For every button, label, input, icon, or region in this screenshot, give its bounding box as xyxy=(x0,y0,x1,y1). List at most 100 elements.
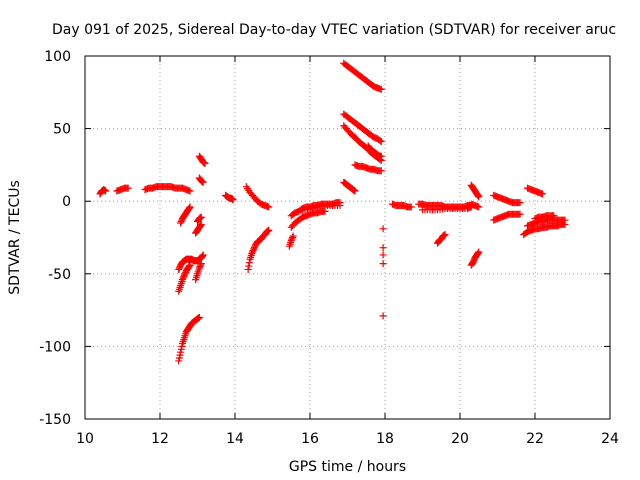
series-s19 xyxy=(299,202,344,214)
x-axis-label: GPS time / hours xyxy=(289,459,406,475)
data-point xyxy=(229,196,237,204)
data-point xyxy=(289,232,297,240)
series-s12 xyxy=(195,174,207,186)
data-point xyxy=(124,184,132,192)
series-s20 xyxy=(340,59,385,93)
data-point xyxy=(475,203,483,211)
data-point xyxy=(379,244,387,252)
data-point xyxy=(199,251,207,259)
series-s15 xyxy=(244,226,273,273)
series-s7 xyxy=(175,313,203,365)
series-s34 xyxy=(490,191,524,207)
chart-title: Day 091 of 2025, Sidereal Day-to-day VTE… xyxy=(52,22,616,38)
data-point xyxy=(245,259,253,267)
series-s26 xyxy=(379,225,387,320)
series-s9 xyxy=(192,220,205,237)
series-s30 xyxy=(434,231,449,247)
data-point xyxy=(197,261,205,269)
data-point xyxy=(441,231,449,239)
x-tick-label: 20 xyxy=(451,431,469,447)
data-point xyxy=(195,313,203,321)
series-s14 xyxy=(242,183,273,211)
series-s13 xyxy=(222,191,237,204)
series-s31 xyxy=(467,181,483,201)
series-s32 xyxy=(467,248,483,269)
series-s11 xyxy=(195,152,209,167)
data-point xyxy=(475,193,483,201)
data-point xyxy=(265,226,273,234)
data-point xyxy=(379,312,387,320)
data-point xyxy=(379,225,387,233)
x-tick-label: 12 xyxy=(151,431,169,447)
y-tick-label: -150 xyxy=(39,412,71,428)
data-point xyxy=(244,265,252,273)
grid-layer xyxy=(85,56,610,419)
data-point xyxy=(516,210,524,218)
series-s36 xyxy=(524,184,546,198)
plot-frame xyxy=(84,55,611,420)
data-marks xyxy=(96,59,569,365)
series-s23 xyxy=(364,142,385,160)
series-s10 xyxy=(194,213,205,226)
y-axis-label: SDTVAR / TECUs xyxy=(7,180,23,295)
data-point xyxy=(407,203,415,211)
data-point xyxy=(186,203,194,211)
data-point xyxy=(377,85,385,93)
x-tick-label: 16 xyxy=(301,431,319,447)
data-point xyxy=(185,262,193,270)
data-point xyxy=(379,251,387,259)
data-point xyxy=(550,212,558,220)
series-s25 xyxy=(340,178,359,195)
series-s2 xyxy=(113,184,132,195)
series-s1 xyxy=(96,186,110,198)
x-tick-label: 18 xyxy=(376,431,394,447)
data-point xyxy=(245,262,253,270)
series-s4 xyxy=(177,203,194,227)
series-s5 xyxy=(175,251,207,273)
data-point xyxy=(516,199,524,207)
series-s24 xyxy=(351,161,385,175)
data-point xyxy=(199,252,206,260)
data-point xyxy=(197,260,205,268)
series-s39 xyxy=(531,212,558,223)
data-point xyxy=(379,260,387,268)
y-tick-label: 50 xyxy=(53,122,71,138)
y-tick-label: -50 xyxy=(48,267,71,283)
data-point xyxy=(351,187,359,195)
data-point xyxy=(377,138,385,146)
y-tick-label: 100 xyxy=(44,49,71,65)
x-tick-label: 10 xyxy=(76,431,94,447)
data-point xyxy=(475,248,483,256)
series-s27 xyxy=(389,200,415,211)
data-point xyxy=(376,137,384,145)
x-tick-label: 24 xyxy=(601,431,619,447)
series-s38 xyxy=(524,216,569,230)
data-point xyxy=(102,187,110,195)
x-tick-label: 14 xyxy=(226,431,244,447)
series-s8 xyxy=(192,260,205,284)
y-tick-label: 0 xyxy=(62,194,71,210)
data-point xyxy=(197,220,205,228)
data-point xyxy=(336,202,344,210)
data-point xyxy=(186,187,194,195)
data-point xyxy=(539,190,546,198)
series-s33 xyxy=(467,200,483,211)
data-point xyxy=(289,234,296,241)
data-point xyxy=(185,204,193,212)
series-s17 xyxy=(287,207,329,231)
data-point xyxy=(186,261,194,269)
series-s6 xyxy=(175,261,194,295)
data-point xyxy=(201,159,209,167)
y-tick-label: -100 xyxy=(39,339,71,355)
data-point xyxy=(377,152,385,160)
x-tick-label: 22 xyxy=(526,431,544,447)
series-s3 xyxy=(141,183,194,195)
axis-ticks: 10 12 14 16 18 20 22 24 -150 -100 -50 0 50 100 xyxy=(39,49,619,447)
data-point xyxy=(265,203,273,211)
data-point xyxy=(199,178,207,186)
series-s21 xyxy=(340,110,385,146)
series-s16 xyxy=(285,232,297,250)
data-point xyxy=(197,213,205,221)
data-point xyxy=(474,249,482,257)
